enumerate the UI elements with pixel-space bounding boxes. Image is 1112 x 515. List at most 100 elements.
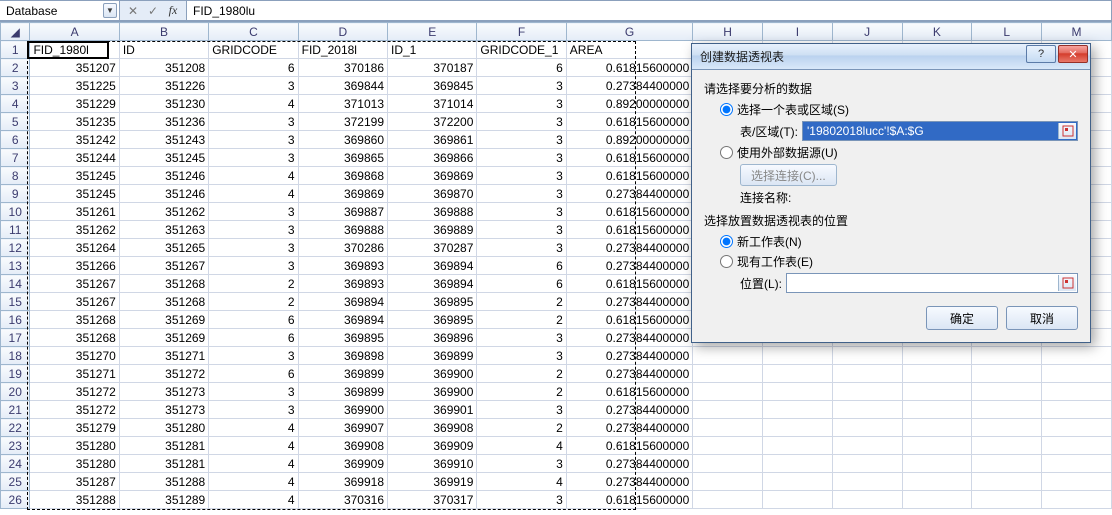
col-header[interactable]: K: [902, 23, 972, 41]
cell[interactable]: 351262: [119, 203, 208, 221]
col-header[interactable]: E: [388, 23, 477, 41]
cell[interactable]: 0.27384400000: [566, 455, 692, 473]
cell[interactable]: 4: [477, 473, 566, 491]
cell[interactable]: 6: [209, 311, 298, 329]
cell[interactable]: 4: [209, 95, 298, 113]
cell[interactable]: [763, 401, 833, 419]
option-existing-sheet[interactable]: 现有工作表(E): [720, 253, 1078, 270]
cell[interactable]: 2: [477, 383, 566, 401]
cell[interactable]: 6: [209, 59, 298, 77]
cell[interactable]: 369893: [298, 275, 387, 293]
cell[interactable]: 371014: [388, 95, 477, 113]
cell[interactable]: 2: [477, 311, 566, 329]
col-header[interactable]: M: [1042, 23, 1112, 41]
row-header[interactable]: 26: [1, 491, 30, 509]
cell[interactable]: 4: [209, 185, 298, 203]
cell[interactable]: 351265: [119, 239, 208, 257]
cell[interactable]: 370187: [388, 59, 477, 77]
row-header[interactable]: 16: [1, 311, 30, 329]
cell[interactable]: 351268: [30, 311, 119, 329]
radio-existing[interactable]: [720, 255, 733, 268]
cell[interactable]: 369900: [388, 383, 477, 401]
cell[interactable]: 369894: [298, 311, 387, 329]
ok-button[interactable]: 确定: [926, 306, 998, 330]
col-header[interactable]: F: [477, 23, 566, 41]
cell[interactable]: 6: [477, 59, 566, 77]
cell[interactable]: 351281: [119, 455, 208, 473]
row-header[interactable]: 9: [1, 185, 30, 203]
cell[interactable]: 369894: [388, 257, 477, 275]
cell[interactable]: 351279: [30, 419, 119, 437]
cell[interactable]: 351271: [30, 365, 119, 383]
cell[interactable]: [902, 383, 972, 401]
cell[interactable]: 369861: [388, 131, 477, 149]
cell[interactable]: 3: [209, 77, 298, 95]
cell[interactable]: 3: [209, 347, 298, 365]
cell[interactable]: 351288: [119, 473, 208, 491]
row-header[interactable]: 12: [1, 239, 30, 257]
cell[interactable]: 4: [209, 455, 298, 473]
cell[interactable]: 0.61815600000: [566, 437, 692, 455]
cell[interactable]: [693, 347, 763, 365]
cell[interactable]: 369870: [388, 185, 477, 203]
cell[interactable]: 351270: [30, 347, 119, 365]
cell[interactable]: [693, 473, 763, 491]
cell[interactable]: [1042, 383, 1112, 401]
cell[interactable]: [902, 401, 972, 419]
cell[interactable]: 351280: [119, 419, 208, 437]
cell[interactable]: 351269: [119, 329, 208, 347]
col-header[interactable]: H: [693, 23, 763, 41]
cell[interactable]: 0.61815600000: [566, 221, 692, 239]
location-input[interactable]: [786, 273, 1078, 293]
cell[interactable]: 351245: [30, 167, 119, 185]
cell[interactable]: 2: [477, 419, 566, 437]
cell[interactable]: 369894: [388, 275, 477, 293]
option-new-sheet[interactable]: 新工作表(N): [720, 233, 1078, 250]
cell[interactable]: ID_1: [388, 41, 477, 59]
cell[interactable]: 369899: [298, 383, 387, 401]
cell[interactable]: 351267: [30, 293, 119, 311]
cell[interactable]: 351268: [30, 329, 119, 347]
cell[interactable]: 2: [209, 275, 298, 293]
cell[interactable]: 351244: [30, 149, 119, 167]
cell[interactable]: 3: [209, 239, 298, 257]
cell[interactable]: 3: [477, 167, 566, 185]
cell[interactable]: 372200: [388, 113, 477, 131]
cell[interactable]: 4: [209, 167, 298, 185]
cell[interactable]: 369899: [388, 347, 477, 365]
cell[interactable]: 351208: [119, 59, 208, 77]
accept-icon[interactable]: ✓: [146, 4, 160, 18]
cell[interactable]: [763, 473, 833, 491]
range-picker-icon[interactable]: [1058, 275, 1076, 291]
cell[interactable]: [972, 383, 1042, 401]
cell[interactable]: 351243: [119, 131, 208, 149]
cell[interactable]: 351268: [119, 275, 208, 293]
cell[interactable]: 3: [477, 491, 566, 509]
cell[interactable]: 369894: [298, 293, 387, 311]
row-header[interactable]: 20: [1, 383, 30, 401]
cell[interactable]: [902, 455, 972, 473]
cell[interactable]: 369888: [388, 203, 477, 221]
cell[interactable]: 369888: [298, 221, 387, 239]
cell[interactable]: 369918: [298, 473, 387, 491]
cell[interactable]: 369887: [298, 203, 387, 221]
cell[interactable]: [763, 491, 833, 509]
cell[interactable]: 4: [209, 419, 298, 437]
cell[interactable]: 4: [477, 437, 566, 455]
cell[interactable]: [902, 491, 972, 509]
row-header[interactable]: 13: [1, 257, 30, 275]
cell[interactable]: GRIDCODE: [209, 41, 298, 59]
col-header[interactable]: I: [763, 23, 833, 41]
cell[interactable]: [902, 437, 972, 455]
cell[interactable]: 351263: [119, 221, 208, 239]
close-button[interactable]: ✕: [1058, 45, 1088, 63]
cell[interactable]: 0.27384400000: [566, 419, 692, 437]
cell[interactable]: 351246: [119, 167, 208, 185]
cell[interactable]: 369866: [388, 149, 477, 167]
cell[interactable]: [972, 419, 1042, 437]
cell[interactable]: 6: [477, 257, 566, 275]
cell[interactable]: 0.61815600000: [566, 59, 692, 77]
cell[interactable]: 351281: [119, 437, 208, 455]
cell[interactable]: 2: [477, 365, 566, 383]
cell[interactable]: 0.27384400000: [566, 257, 692, 275]
